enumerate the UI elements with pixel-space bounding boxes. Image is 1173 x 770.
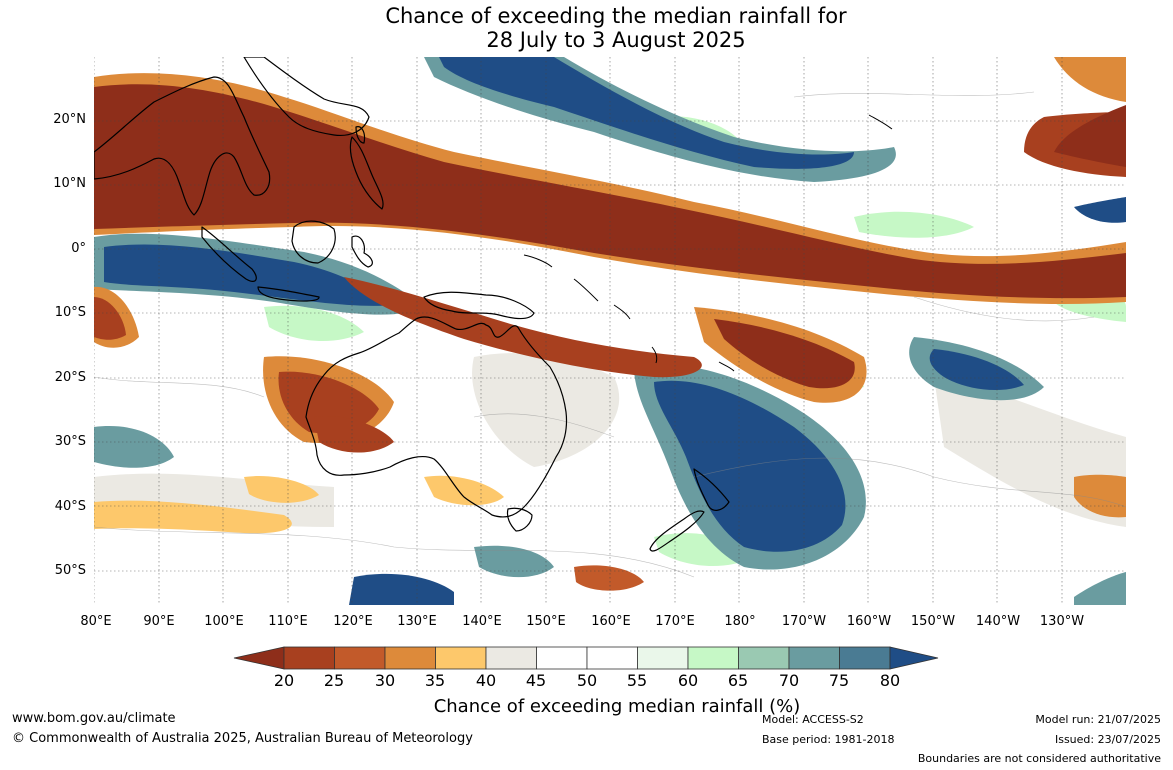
colorbar-arrow-low <box>233 646 285 670</box>
wet-regions <box>94 57 1126 605</box>
coastline-java <box>257 286 320 302</box>
graticule <box>94 57 1126 605</box>
colorbar-tick-75: 75 <box>828 671 850 690</box>
model-name: Model: ACCESS-S2 <box>762 713 864 726</box>
coastline-new-zealand-south <box>649 510 705 552</box>
colorbar-swatch-50-55 <box>586 646 638 670</box>
colorbar-tick-30: 30 <box>374 671 396 690</box>
boundaries-disclaimer: Boundaries are not considered authoritat… <box>917 752 1161 765</box>
lon-label-140w: 140°W <box>975 614 1021 629</box>
coastline-australia <box>305 316 568 518</box>
colorbar-tick-25: 25 <box>323 671 345 690</box>
colorbar-tick-35: 35 <box>424 671 446 690</box>
lat-label-20n: 20°N <box>53 112 86 127</box>
colorbar-tick-60: 60 <box>677 671 699 690</box>
colorbar-swatch-55-60 <box>637 646 689 670</box>
lon-label-120e: 120°E <box>333 614 373 629</box>
map-canvas <box>94 57 1126 605</box>
lat-label-10n: 10°N <box>53 176 86 191</box>
lat-label-20s: 20°S <box>54 370 86 385</box>
colorbar-tick-55: 55 <box>626 671 648 690</box>
coastline-new-zealand-north <box>693 468 730 511</box>
coastline-philippines <box>349 136 384 210</box>
colorbar-swatch-25-30 <box>334 646 386 670</box>
colorbar-swatch-45-50 <box>536 646 588 670</box>
colorbar-swatch-70-75 <box>788 646 840 670</box>
lon-label-130e: 130°E <box>397 614 437 629</box>
colorbar-tick-40: 40 <box>475 671 497 690</box>
map-title: Chance of exceeding the median rainfall … <box>0 4 1173 52</box>
lon-label-160w: 160°W <box>846 614 892 629</box>
title-line-2: 28 July to 3 August 2025 <box>486 28 746 52</box>
lat-label-10s: 10°S <box>54 305 86 320</box>
lon-label-180: 180° <box>724 614 756 629</box>
model-run-date: Model run: 21/07/2025 <box>1035 713 1161 726</box>
coastlines <box>94 57 730 552</box>
lon-label-150e: 150°E <box>526 614 566 629</box>
coastline-china-coast <box>243 57 370 137</box>
lat-label-30s: 30°S <box>54 434 86 449</box>
lon-label-170w: 170°W <box>781 614 827 629</box>
colorbar-tick-65: 65 <box>727 671 749 690</box>
colorbar-swatch-65-70 <box>738 646 790 670</box>
colorbar-tick-20: 20 <box>273 671 295 690</box>
coastline-taiwan <box>355 126 366 144</box>
colorbar-swatch-40-45 <box>485 646 537 670</box>
lat-label-40s: 40°S <box>54 499 86 514</box>
lon-label-100e: 100°E <box>204 614 244 629</box>
lon-label-130w: 130°W <box>1039 614 1085 629</box>
colorbar-tick-45: 45 <box>525 671 547 690</box>
base-period: Base period: 1981-2018 <box>762 733 895 746</box>
lat-label-50s: 50°S <box>54 563 86 578</box>
title-line-1: Chance of exceeding the median rainfall … <box>385 4 847 28</box>
lon-label-110e: 110°E <box>268 614 308 629</box>
pacific-islands <box>523 114 893 372</box>
lon-label-160e: 160°E <box>591 614 631 629</box>
colorbar <box>233 646 939 670</box>
coastline-tasmania <box>506 507 533 532</box>
colorbar-swatch-60-65 <box>687 646 739 670</box>
lon-label-80e: 80°E <box>80 614 112 629</box>
coastline-asia-mainland <box>94 76 271 216</box>
contour-lines <box>94 91 1126 578</box>
colorbar-title: Chance of exceeding median rainfall (%) <box>433 696 801 717</box>
lat-label-0: 0° <box>71 241 86 256</box>
lon-label-170e: 170°E <box>655 614 695 629</box>
source-url: www.bom.gov.au/climate <box>12 711 176 726</box>
lon-label-150w: 150°W <box>910 614 956 629</box>
coastline-borneo <box>291 220 336 264</box>
colorbar-swatch-30-35 <box>384 646 436 670</box>
colorbar-tick-70: 70 <box>778 671 800 690</box>
colorbar-swatch-20-25 <box>283 646 335 670</box>
coastline-sulawesi <box>351 235 373 268</box>
copyright-notice: © Commonwealth of Australia 2025, Austra… <box>12 731 473 746</box>
coastline-new-guinea <box>423 291 535 320</box>
rainfall-probability-map <box>94 57 1126 605</box>
colorbar-arrow-high <box>889 646 939 670</box>
lon-label-90e: 90°E <box>143 614 175 629</box>
colorbar-swatch-35-40 <box>435 646 487 670</box>
issued-date: Issued: 23/07/2025 <box>1054 733 1161 746</box>
lon-label-140e: 140°E <box>462 614 502 629</box>
colorbar-swatch-75-80 <box>839 646 891 670</box>
colorbar-tick-80: 80 <box>879 671 901 690</box>
coastline-sumatra <box>201 226 257 282</box>
colorbar-tick-50: 50 <box>576 671 598 690</box>
